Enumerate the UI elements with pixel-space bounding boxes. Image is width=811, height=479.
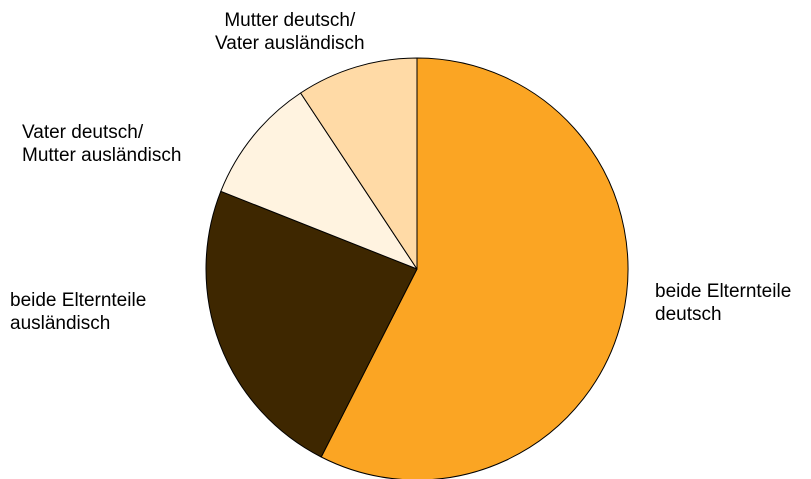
pie-slice-3: [300, 57, 418, 270]
pie-slice-2: [220, 92, 418, 270]
label-mutter-deutsch-vater-auslaendisch: Mutter deutsch/ Vater ausländisch: [215, 9, 365, 55]
label-line: Vater deutsch/: [22, 122, 144, 143]
label-beide-elternteile-deutsch: beide Elternteile deutsch: [655, 280, 791, 326]
label-line: beide Elternteile: [10, 290, 147, 311]
label-line: Mutter deutsch/: [224, 10, 356, 31]
label-line: beide Elternteile: [655, 281, 792, 302]
label-vater-deutsch-mutter-auslaendisch: Vater deutsch/ Mutter ausländisch: [22, 121, 181, 167]
pie-slice-1: [205, 190, 418, 458]
pie-slices: [205, 57, 629, 479]
label-line: Mutter ausländisch: [22, 145, 182, 166]
label-line: Vater ausländisch: [215, 33, 365, 54]
label-beide-elternteile-auslaendisch: beide Elternteile ausländisch: [10, 289, 146, 335]
label-line: ausländisch: [10, 313, 111, 334]
label-line: deutsch: [655, 304, 722, 325]
pie-slice-0: [320, 57, 629, 479]
